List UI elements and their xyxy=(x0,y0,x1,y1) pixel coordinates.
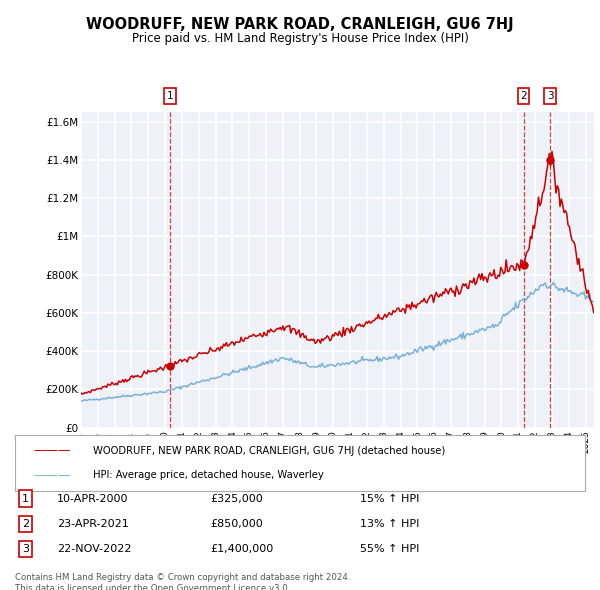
Text: HPI: Average price, detached house, Waverley: HPI: Average price, detached house, Wave… xyxy=(93,470,324,480)
Text: 10-APR-2000: 10-APR-2000 xyxy=(57,494,128,503)
Text: £850,000: £850,000 xyxy=(210,519,263,529)
Text: 1: 1 xyxy=(22,494,29,503)
Text: 2: 2 xyxy=(520,91,527,101)
Text: Price paid vs. HM Land Registry's House Price Index (HPI): Price paid vs. HM Land Registry's House … xyxy=(131,32,469,45)
Text: 22-NOV-2022: 22-NOV-2022 xyxy=(57,545,131,554)
Text: 55% ↑ HPI: 55% ↑ HPI xyxy=(360,545,419,554)
Text: ———: ——— xyxy=(33,468,71,481)
Text: 15% ↑ HPI: 15% ↑ HPI xyxy=(360,494,419,503)
Text: 2: 2 xyxy=(22,519,29,529)
Text: ———: ——— xyxy=(33,444,71,457)
Text: WOODRUFF, NEW PARK ROAD, CRANLEIGH, GU6 7HJ (detached house): WOODRUFF, NEW PARK ROAD, CRANLEIGH, GU6 … xyxy=(93,445,445,455)
Text: Contains HM Land Registry data © Crown copyright and database right 2024.
This d: Contains HM Land Registry data © Crown c… xyxy=(15,573,350,590)
Text: £325,000: £325,000 xyxy=(210,494,263,503)
Text: 1: 1 xyxy=(166,91,173,101)
Text: 13% ↑ HPI: 13% ↑ HPI xyxy=(360,519,419,529)
Text: WOODRUFF, NEW PARK ROAD, CRANLEIGH, GU6 7HJ: WOODRUFF, NEW PARK ROAD, CRANLEIGH, GU6 … xyxy=(86,17,514,31)
Text: 23-APR-2021: 23-APR-2021 xyxy=(57,519,129,529)
Text: 3: 3 xyxy=(547,91,553,101)
Text: £1,400,000: £1,400,000 xyxy=(210,545,273,554)
Text: 3: 3 xyxy=(22,545,29,554)
